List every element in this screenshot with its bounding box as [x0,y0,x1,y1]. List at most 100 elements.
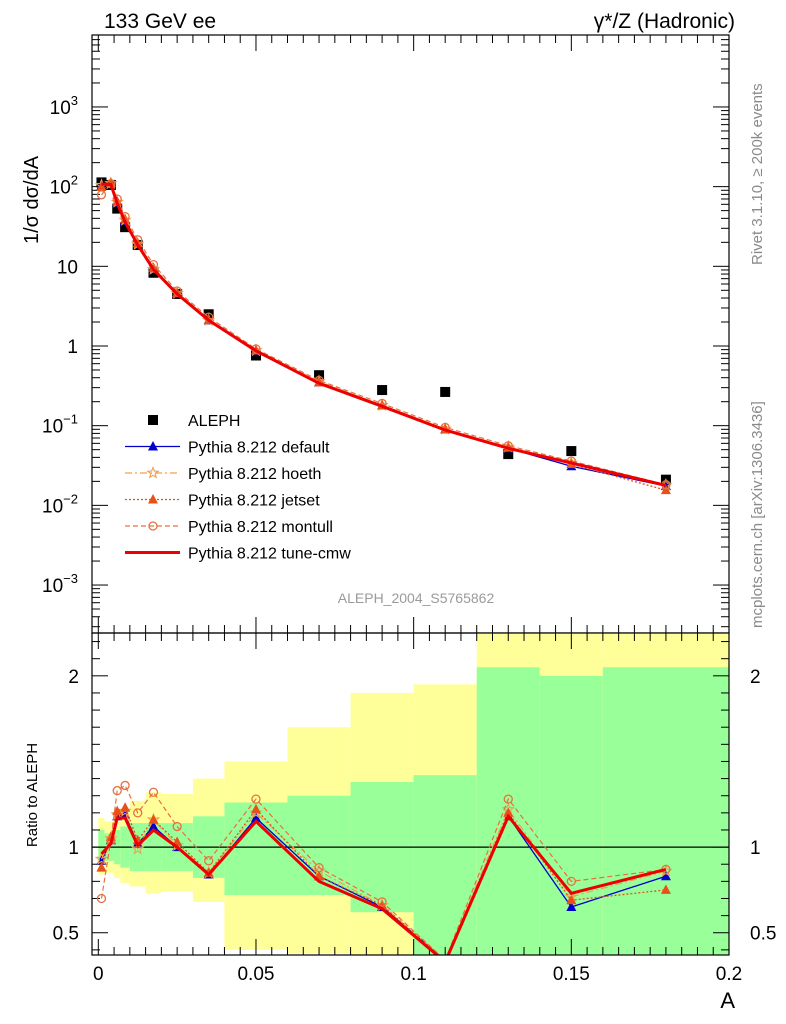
data-point-jetset [96,181,107,191]
ratio-line-montull [100,784,666,955]
legend-marker-montull [148,521,158,531]
uncertainty-band-green [413,775,477,955]
ratio-point-hoeth [118,803,132,817]
main-plot-frame [91,34,730,634]
header-energy-label: 133 GeV ee [104,10,216,33]
ratio-point-montull [503,794,513,804]
data-point-data [377,385,388,396]
ratio-point-default [148,821,159,831]
ratio-panel: 0.5 0.5 1 1 2 2 0 0.05 0.1 0.15 0.2 Ratio to ALEPH… [24,632,776,1013]
ratio-point-montull [148,787,159,797]
ratio-point-montull [314,862,324,873]
analysis-reference-label: ALEPH_2004_S5765862 [338,590,495,606]
series-cmw [101,182,667,487]
legend-label-default: Pythia 8.212 default [188,440,330,457]
main-y-tick-label: 10−2 [42,491,78,517]
main-y-tick-label: 103 [50,93,78,119]
legend-item-data: ALEPH [148,413,240,430]
uncertainty-band-green [602,667,729,955]
legend-item-cmw: Pythia 8.212 tune-cmw [125,546,351,563]
ratio-line-cmw [100,813,667,955]
ratio-point-montull [251,794,261,804]
ratio-point-jetset [96,862,107,872]
rivet-version-label: Rivet 3.1.10, ≥ 200k events [749,83,766,265]
series-default [96,178,671,490]
ratio-point-montull [133,808,143,818]
legend-label-montull: Pythia 8.212 montull [188,519,333,536]
ratio-point-jetset [250,803,261,814]
legend-label-data: ALEPH [188,413,240,430]
main-panel: 10−3 10−2 10−1 1 10 102 103 1/σ dσ/dA ALEPH_20… [21,34,730,634]
ratio-point-default [566,901,577,912]
legend-marker-jetset [148,494,158,504]
legend-label-hoeth: Pythia 8.212 hoeth [188,466,321,483]
ratio-series-cmw [100,813,667,955]
series-hoeth [94,176,673,491]
main-y-tick-label: 102 [50,173,78,199]
legend-item-montull: Pythia 8.212 montull [125,519,333,536]
main-y-tick-label: 10−3 [42,571,78,597]
ratio-y-tick-label-right: 0.5 [750,924,776,945]
data-point-data [120,222,131,233]
main-y-tick-label: 10 [57,257,78,278]
x-tick-label: 0.15 [553,964,590,985]
data-point-data [503,449,514,460]
ratio-point-montull [204,856,214,866]
series-line-default [101,183,667,487]
main-y-axis-label: 1/σ dσ/dA [21,155,43,244]
x-axis-label: A [720,988,735,1013]
legend-item-default: Pythia 8.212 default [125,440,330,457]
header-process-label: γ*/Z (Hadronic) [594,10,735,33]
series-line-montull [101,182,667,486]
series-line-cmw [101,182,667,487]
legend-marker-hoeth [146,465,160,479]
x-tick-label: 0 [93,964,104,985]
legend-item-jetset: Pythia 8.212 jetset [125,493,320,510]
ratio-y-axis-label: Ratio to ALEPH [24,743,41,847]
data-point-montull [96,190,107,200]
ratio-point-hoeth [249,805,263,819]
ratio-y-tick-label: 2 [68,667,79,688]
ratio-y-tick-label: 0.5 [53,924,79,945]
main-y-tick-label: 1 [67,337,78,358]
data-point-data [250,350,261,361]
ratio-point-jetset [503,807,514,817]
ratio-point-hoeth [94,852,109,865]
ratio-point-montull [377,897,387,907]
legend-item-hoeth: Pythia 8.212 hoeth [125,465,321,483]
legend-label-cmw: Pythia 8.212 tune-cmw [188,546,351,563]
ratio-point-montull [112,785,122,796]
ratio-point-jetset [660,884,671,894]
x-tick-label: 0.1 [400,964,426,985]
legend-marker-data [148,415,158,425]
main-y-tick-label: 10−1 [42,412,78,438]
ratio-y-tick-label-right: 1 [750,838,761,859]
x-tick-label: 0.05 [237,964,274,985]
mcplots-reference-label: mcplots.cern.ch [arXiv:1306.3436] [749,401,766,628]
ratio-point-jetset [112,805,123,816]
ratio-series-montull [96,780,671,955]
ratio-plot-frame [91,632,730,956]
series-montull [96,179,671,490]
data-point-data [566,446,577,457]
data-point-jetset [660,484,671,495]
ratio-point-montull [120,780,130,791]
legend-label-jetset: Pythia 8.212 jetset [188,493,320,510]
data-point-data [112,203,123,214]
ratio-point-jetset [203,867,214,877]
ratio-point-jetset [120,802,131,812]
x-tick-label: 0.2 [716,964,742,985]
ratio-point-default [250,812,261,822]
ratio-y-tick-label-right: 2 [750,667,761,688]
series-line-jetset [101,182,667,491]
ratio-point-jetset [566,894,577,905]
series-jetset [96,177,671,495]
series-data [96,177,671,485]
legend: ALEPH Pythia 8.212 default Pythia 8.212 ho… [125,413,351,563]
ratio-point-default [660,870,671,881]
ratio-point-jetset [148,814,159,824]
legend-marker-default [148,441,158,451]
ratio-point-montull [96,893,107,904]
data-point-data [440,386,451,397]
